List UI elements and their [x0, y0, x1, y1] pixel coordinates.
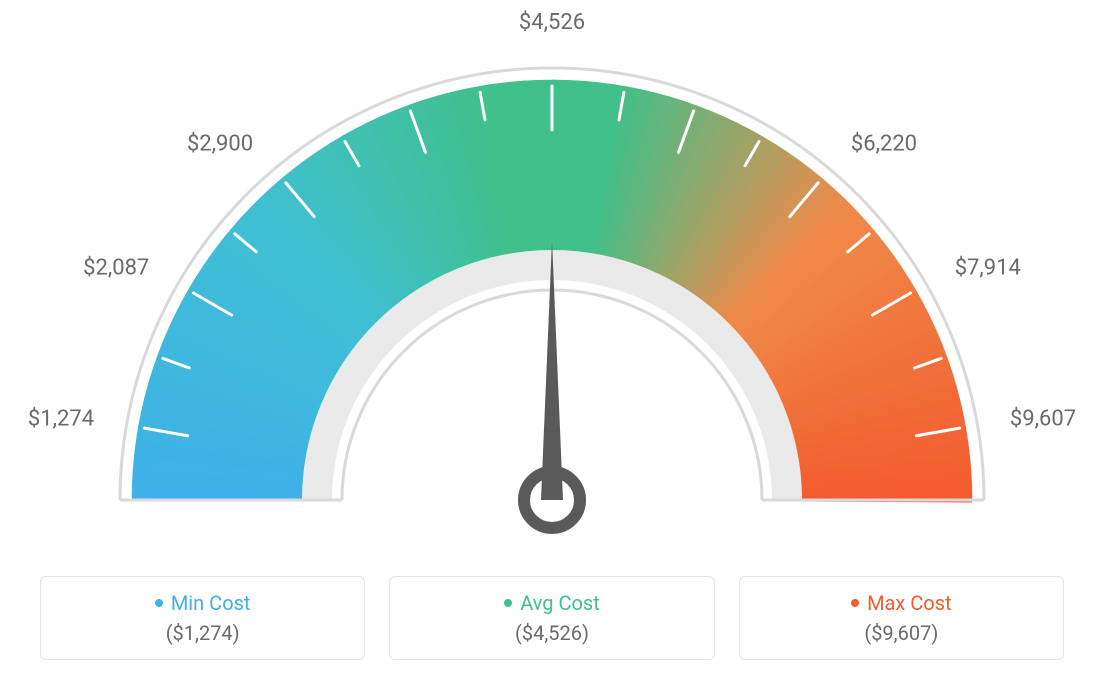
legend-value: ($4,526): [400, 621, 703, 645]
gauge-tick-label: $9,607: [1010, 407, 1076, 432]
legend-title: Avg Cost: [504, 591, 600, 615]
gauge-tick-label: $7,914: [955, 255, 1021, 280]
legend-value: ($1,274): [51, 621, 354, 645]
legend-box: Max Cost ($9,607): [739, 576, 1064, 660]
legend-title: Max Cost: [851, 591, 952, 615]
legend-box: Min Cost ($1,274): [40, 576, 365, 660]
legend-dot-icon: [851, 599, 859, 607]
legend-dot-icon: [504, 599, 512, 607]
gauge-tick-label: $6,220: [851, 131, 917, 156]
legend-label: Avg Cost: [520, 591, 600, 615]
legend-dot-icon: [155, 599, 163, 607]
gauge-tick-label: $4,526: [519, 10, 585, 35]
legend-value: ($9,607): [750, 621, 1053, 645]
legend-label: Max Cost: [867, 591, 952, 615]
gauge-tick-label: $1,274: [28, 407, 94, 432]
legend-row: Min Cost ($1,274) Avg Cost ($4,526) Max Cost…: [40, 576, 1064, 660]
gauge-area: $1,274 $2,087 $2,900 $4,526 $6,220 $7,914 $9,6…: [0, 0, 1104, 560]
legend-label: Min Cost: [171, 591, 251, 615]
gauge-tick-label: $2,900: [187, 131, 253, 156]
cost-gauge-container: $1,274 $2,087 $2,900 $4,526 $6,220 $7,914 $9,6…: [0, 0, 1104, 690]
gauge-tick-label: $2,087: [83, 255, 149, 280]
legend-title: Min Cost: [155, 591, 251, 615]
legend-box: Avg Cost ($4,526): [389, 576, 714, 660]
gauge-chart: [0, 0, 1104, 560]
